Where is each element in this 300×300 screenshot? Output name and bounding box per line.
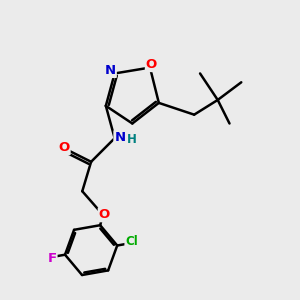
- Text: F: F: [47, 252, 56, 265]
- Text: N: N: [114, 131, 125, 144]
- Text: Cl: Cl: [125, 235, 138, 248]
- Text: O: O: [99, 208, 110, 221]
- Text: H: H: [127, 133, 137, 146]
- Text: N: N: [105, 64, 116, 77]
- Text: O: O: [58, 141, 70, 154]
- Text: O: O: [146, 58, 157, 71]
